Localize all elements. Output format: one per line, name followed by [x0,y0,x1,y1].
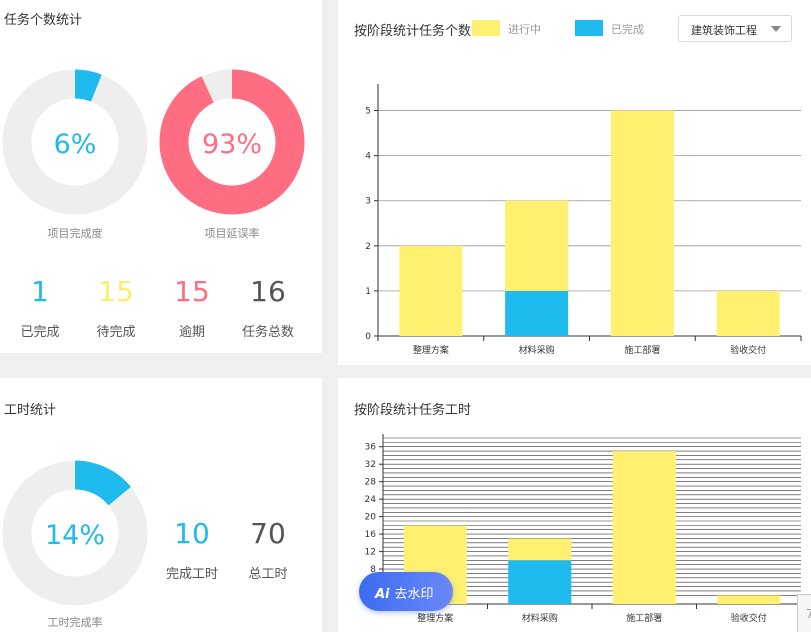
x-tick-label: 验收交付 [730,344,766,356]
y-tick-label: 2 [365,242,371,252]
x-tick-label: 验收交付 [731,612,767,624]
remove-watermark-button[interactable]: Ai 去水印 [359,572,453,611]
hours-bar-chart: 8 12 16 20 24 28 32 36 整理方案 材料采购 施工部署 验收交付 [365,434,802,624]
total-hours-label: 总工时 [248,567,288,582]
hours-donut: 14% 工时完成率 [2,460,148,629]
bar-in-progress-2 [505,200,569,291]
delay-donut-label: 项目延误率 [205,226,260,240]
y-tick-label: 36 [365,443,377,453]
x-tick-label: 施工部署 [626,612,662,624]
pending-count: 15 [98,275,134,308]
ai-logo-icon: Ai [375,587,390,602]
completed-label: 已完成 [20,325,60,340]
bar-completed-2 [505,290,569,336]
x-tick-label: 整理方案 [417,612,453,624]
y-tick-label: 8 [370,565,376,575]
y-tick-label: 32 [365,460,376,470]
count-chart-title: 按阶段统计任务个数 [354,24,472,39]
total-count: 16 [250,275,286,308]
pending-label: 待完成 [96,325,136,340]
legend-completed-swatch[interactable] [575,20,603,36]
progress-donut-fill [2,69,148,215]
bar-in-progress-4 [716,290,780,336]
y-tick-label: 20 [365,513,377,523]
x-tick-label: 整理方案 [413,344,449,356]
bar-in-progress-2 [508,538,572,561]
hours-chart-title: 按阶段统计任务工时 [354,403,472,418]
legend-completed-label[interactable]: 已完成 [611,23,644,36]
y-tick-label: 24 [365,495,377,505]
completed-count: 1 [31,275,49,308]
corner-button-label: 7 [806,607,811,621]
x-tick-label: 施工部署 [624,344,660,356]
y-tick-label: 28 [365,478,377,488]
delay-donut-fill [159,69,305,215]
remove-watermark-label: 去水印 [394,587,434,602]
y-tick-label: 0 [365,332,371,342]
overdue-count: 15 [174,275,210,308]
x-tick-label: 材料采购 [519,344,555,356]
y-tick-label: 3 [365,197,371,207]
project-select[interactable]: 建筑装饰工程 [678,15,792,42]
bar-in-progress-1 [399,245,463,336]
hours-donut-fill [2,460,148,606]
bar-in-progress-3 [610,110,674,336]
y-tick-label: 4 [365,152,371,162]
task-count-card: 任务个数统计 6% 项目完成度 93% 项目延误率 1 已完成 15 待完成 1… [0,0,322,353]
x-tick-label: 材料采购 [522,612,558,624]
progress-donut-value: 6% [54,129,97,160]
chevron-down-icon [771,26,781,32]
y-tick-label: 16 [365,530,377,540]
corner-button[interactable]: 7 [797,594,811,632]
bar-in-progress-4 [717,595,781,604]
count-chart-card: 按阶段统计任务个数 进行中 已完成 0 1 2 3 4 5 整理方案 材料采购 施工部署 验收交付 [338,0,811,365]
legend-in-progress-label[interactable]: 进行中 [508,23,541,36]
bar-completed-2 [508,560,572,604]
delay-donut-value: 93% [202,129,262,160]
y-tick-label: 5 [365,107,371,117]
y-tick-label: 1 [365,287,371,297]
completed-hours-label: 完成工时 [165,567,218,582]
hours-donut-label: 工时完成率 [48,615,103,629]
hours-card-title: 工时统计 [4,403,57,418]
progress-donut: 6% 项目完成度 93% 项目延误率 [2,69,305,240]
count-bar-chart: 0 1 2 3 4 5 整理方案 材料采购 施工部署 验收交付 [365,84,802,356]
hours-donut-value: 14% [45,520,105,551]
progress-donut-label: 项目完成度 [48,226,103,240]
legend-in-progress-swatch[interactable] [472,20,500,36]
y-tick-label: 12 [365,548,376,558]
hours-card: 工时统计 14% 工时完成率 10 完成工时 70 总工时 [0,378,322,632]
total-hours: 70 [250,517,286,550]
bar-in-progress-3 [612,451,676,604]
overdue-label: 逾期 [178,325,205,340]
total-label: 任务总数 [241,325,294,340]
task-card-title: 任务个数统计 [4,13,83,28]
project-select-value: 建筑装饰工程 [691,24,757,37]
completed-hours: 10 [174,517,210,550]
